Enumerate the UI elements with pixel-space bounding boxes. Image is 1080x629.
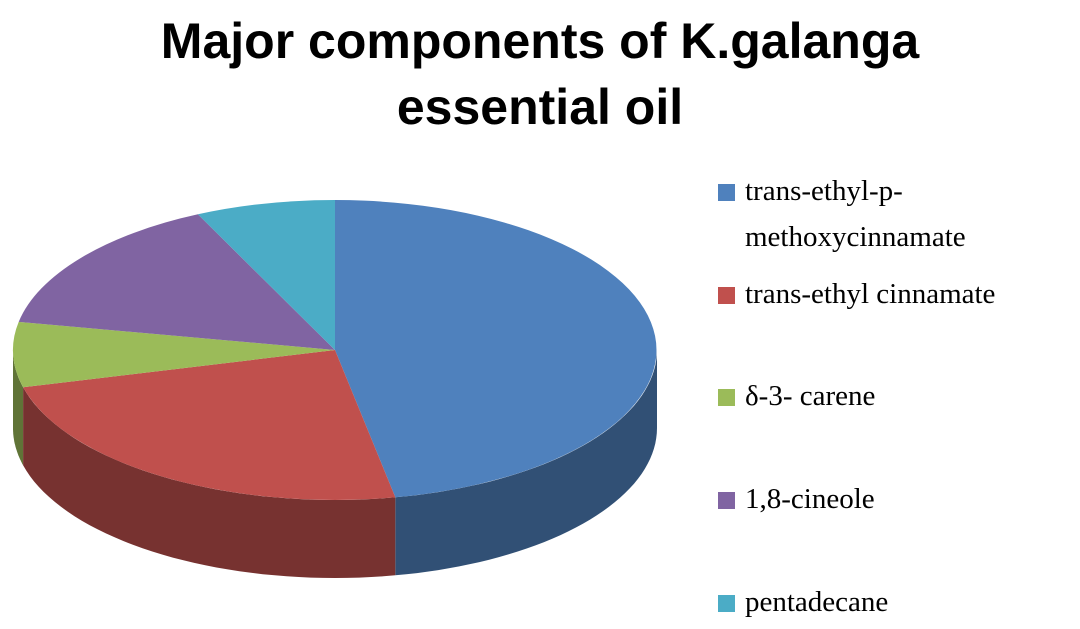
pie-slice-side — [23, 387, 396, 578]
chart-title: Major components of K.galanga essential … — [160, 13, 920, 135]
legend-swatch — [718, 594, 735, 612]
pie-slice — [197, 200, 335, 350]
legend-swatch — [718, 492, 735, 510]
legend-swatch — [718, 184, 735, 201]
legend-swatch — [718, 286, 735, 304]
pie-slice-side — [395, 350, 657, 576]
legend-label: trans-ethyl cinnamate — [745, 277, 996, 310]
pie-slice-side — [13, 350, 24, 466]
pie-slice — [23, 350, 396, 500]
legend-label: trans-ethyl-p-methoxycinnamate — [745, 175, 966, 253]
legend-label: δ-3- carene — [745, 380, 876, 413]
legend-swatch — [718, 389, 735, 407]
pie-slice — [12, 321, 336, 388]
legend-label: 1,8-cineole — [745, 483, 875, 516]
pie-slice — [335, 200, 657, 498]
legend-label: pentadecane — [745, 585, 889, 618]
pie-slice — [18, 214, 335, 350]
